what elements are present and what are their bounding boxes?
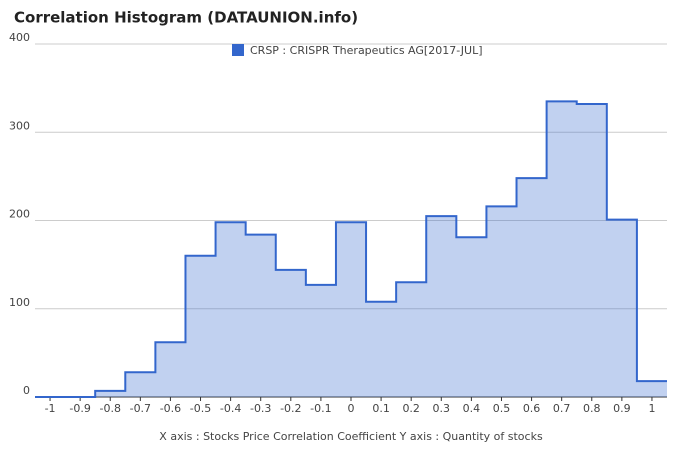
- x-tick-label: 0.1: [372, 402, 390, 415]
- x-tick-label: -0.3: [250, 402, 271, 415]
- x-tick-label: 1: [648, 402, 655, 415]
- x-tick-label: 0.8: [583, 402, 601, 415]
- x-axis-label: X axis : Stocks Price Correlation Coeffi…: [159, 430, 543, 443]
- x-tick-label: -0.4: [220, 402, 241, 415]
- legend-swatch: [232, 44, 244, 56]
- x-tick-label: 0.3: [433, 402, 451, 415]
- y-tick-label: 100: [9, 296, 30, 309]
- x-tick-label: -0.6: [160, 402, 181, 415]
- x-tick-label: -0.7: [130, 402, 151, 415]
- x-tick-label: -0.2: [280, 402, 301, 415]
- x-tick-label: 0.9: [613, 402, 631, 415]
- area: [35, 101, 667, 398]
- x-tick-label: -1: [45, 402, 56, 415]
- x-tick-label: 0.5: [493, 402, 511, 415]
- x-tick-label: 0.4: [463, 402, 481, 415]
- x-tick-label: 0.7: [553, 402, 571, 415]
- y-tick-label: 0: [23, 384, 30, 397]
- x-tick-label: -0.1: [310, 402, 331, 415]
- chart-title: Correlation Histogram (DATAUNION.info): [14, 9, 358, 27]
- x-tick-label: 0: [348, 402, 355, 415]
- x-tick-label: -0.9: [69, 402, 90, 415]
- x-tick-label: -0.8: [100, 402, 121, 415]
- x-tick-label: 0.2: [402, 402, 420, 415]
- y-tick-label: 300: [9, 119, 30, 132]
- x-tick-label: -0.5: [190, 402, 211, 415]
- legend-label: CRSP : CRISPR Therapeutics AG[2017-JUL]: [250, 44, 483, 57]
- x-tick-label: 0.6: [523, 402, 541, 415]
- y-tick-label: 200: [9, 208, 30, 221]
- line: [35, 100, 667, 398]
- y-tick-label: 400: [9, 31, 30, 44]
